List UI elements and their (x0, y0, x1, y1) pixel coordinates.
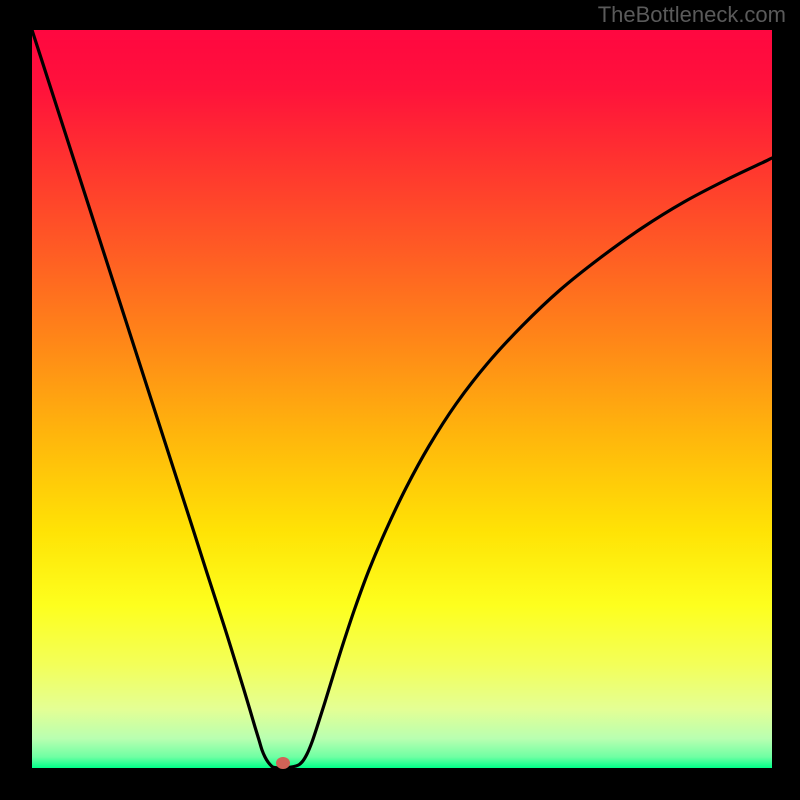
optimal-point-marker (276, 757, 290, 769)
plot-area (32, 30, 772, 768)
chart-container: TheBottleneck.com (0, 0, 800, 800)
watermark-text: TheBottleneck.com (598, 2, 786, 28)
